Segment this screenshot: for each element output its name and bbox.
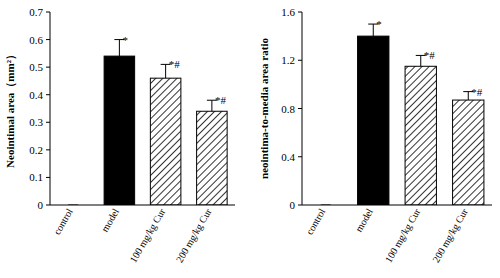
- x-tick-label: 200 mg/kg Cur: [174, 206, 214, 265]
- error-line: [165, 64, 166, 78]
- y-tick-label: 0.8: [281, 103, 295, 115]
- y-axis: [50, 12, 51, 205]
- y-axis-label: Neointimal area（mm²）: [4, 49, 17, 168]
- error-line: [373, 24, 374, 36]
- y-tick: [46, 67, 50, 68]
- x-axis: [50, 205, 235, 206]
- y-tick: [46, 12, 50, 13]
- x-tick-label: 100 mg/kg Cur: [383, 206, 423, 265]
- y-tick-label: 0.2: [29, 144, 43, 156]
- annotation: *: [376, 18, 382, 30]
- error-line: [420, 55, 421, 66]
- y-tick: [46, 205, 50, 206]
- x-tick-label: model: [99, 206, 121, 233]
- y-tick-label: 0.7: [29, 6, 43, 18]
- chart: * *# *# 0 0.1 0.2 0.3 0.4 0.5 0.6 0.7 control model 1…: [4, 6, 235, 264]
- y-tick: [298, 156, 302, 157]
- error-line: [211, 100, 212, 111]
- y-tick: [298, 205, 302, 206]
- y-tick-label: 1.2: [281, 54, 295, 66]
- annotation: *#: [215, 94, 227, 106]
- annotation: *: [122, 34, 128, 46]
- figure: * *# *# 0 0.1 0.2 0.3 0.4 0.5 0.6 0.7 control model 1…: [0, 0, 500, 278]
- bar: [405, 66, 436, 205]
- y-tick: [46, 39, 50, 40]
- y-tick: [46, 177, 50, 178]
- y-tick-label: 0: [38, 199, 44, 211]
- bars: [321, 24, 484, 205]
- bar: [197, 111, 228, 205]
- bar: [150, 78, 181, 205]
- annotation: *#: [424, 49, 436, 61]
- y-tick: [298, 108, 302, 109]
- annotation: *#: [169, 58, 181, 70]
- y-tick: [46, 122, 50, 123]
- y-tick-label: 0.4: [281, 151, 295, 163]
- x-tick-label: 100 mg/kg Cur: [128, 206, 168, 265]
- error-line: [119, 40, 120, 57]
- annotation: *#: [471, 86, 483, 98]
- y-tick-label: 0.1: [29, 171, 43, 183]
- y-tick-label: 0.3: [29, 116, 43, 128]
- bars: [68, 40, 227, 205]
- y-tick: [298, 60, 302, 61]
- y-tick-label: 0.4: [29, 89, 43, 101]
- y-tick: [46, 149, 50, 150]
- bar: [453, 100, 484, 205]
- y-tick-label: 0.6: [29, 34, 43, 46]
- x-tick-label: model: [353, 206, 375, 233]
- x-tick-label: control: [304, 206, 328, 236]
- y-tick: [298, 12, 302, 13]
- y-tick: [46, 94, 50, 95]
- y-axis-label: neointima-to-media area ratio: [258, 38, 270, 179]
- y-tick-label: 0: [290, 199, 296, 211]
- y-tick-label: 0.5: [29, 61, 43, 73]
- x-axis: [302, 205, 492, 206]
- x-tick-label: 200 mg/kg Cur: [430, 206, 470, 265]
- x-tick-label: control: [51, 206, 75, 236]
- error-line: [468, 92, 469, 100]
- bar: [104, 56, 135, 205]
- y-tick-label: 1.6: [281, 6, 295, 18]
- bar: [358, 36, 389, 205]
- chart: * *# *# 0 0.4 0.8 1.2 1.6 control model 100 mg/kg …: [258, 6, 492, 264]
